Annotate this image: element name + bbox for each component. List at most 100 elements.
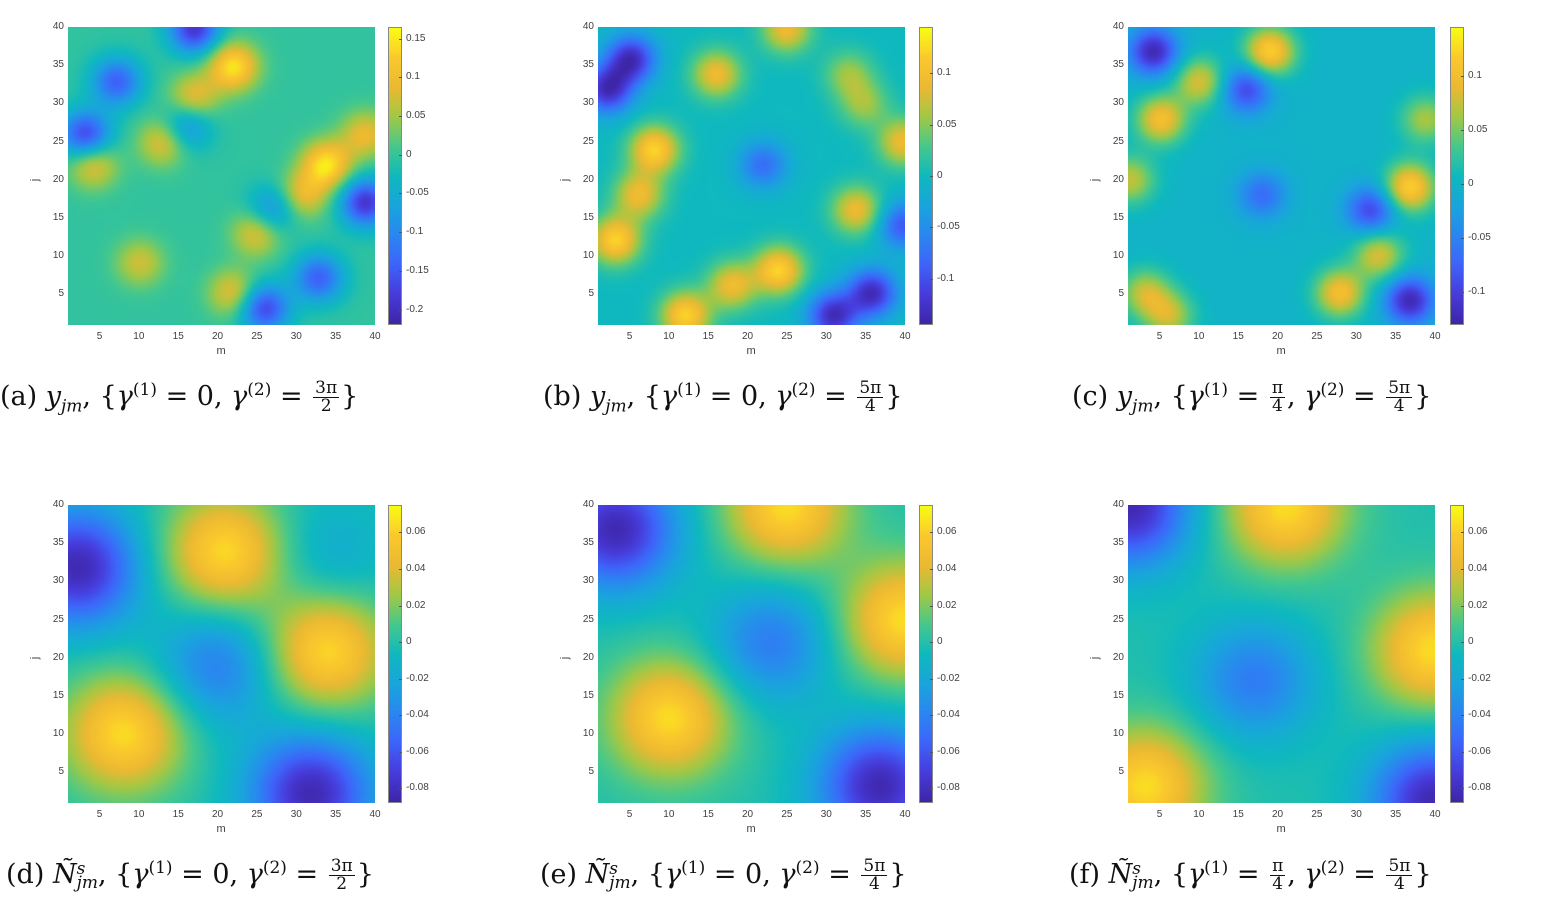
colorbar-tick-mark xyxy=(930,715,933,717)
y-tick-label: 40 xyxy=(1112,499,1124,510)
colorbar-tick-mark xyxy=(1461,605,1464,607)
colorbar-tick-mark xyxy=(1461,568,1464,570)
colorbar-tick-label: -0.06 xyxy=(406,745,429,757)
y-tick-label: 20 xyxy=(1112,173,1124,185)
y-tick-label: 30 xyxy=(582,97,594,109)
x-tick-label: 30 xyxy=(1350,809,1362,820)
colorbar-tick-mark xyxy=(930,605,933,607)
colorbar-tick-mark xyxy=(399,642,402,644)
x-tick-label: 5 xyxy=(1156,809,1163,820)
y-tick-label: 10 xyxy=(582,250,594,262)
x-tick-label: 40 xyxy=(369,331,381,342)
y-tick-label: 35 xyxy=(1112,537,1124,549)
colorbar-tick-label: -0.04 xyxy=(937,709,960,721)
y-axis-label: j xyxy=(559,178,572,182)
y-axis-label: j xyxy=(29,656,42,660)
colorbar-tick-mark xyxy=(399,751,402,753)
x-tick-label: 25 xyxy=(781,331,793,342)
y-tick-label: 35 xyxy=(582,59,594,71)
colorbar-tick-mark xyxy=(399,605,402,607)
y-tick-label: 30 xyxy=(52,97,64,109)
colorbar-tick-mark xyxy=(930,568,933,570)
x-tick-label: 5 xyxy=(626,809,633,820)
colorbar-tick-label: 0.05 xyxy=(1468,123,1488,135)
colorbar-tick-mark xyxy=(930,278,933,280)
y-tick-label: 30 xyxy=(1112,575,1124,587)
colorbar-tick-mark xyxy=(1461,75,1464,77)
x-axis-label: m xyxy=(1276,823,1286,835)
x-tick-label: 20 xyxy=(1272,331,1284,342)
colorbar-tick-mark xyxy=(1461,532,1464,534)
y-tick-label: 15 xyxy=(1112,690,1124,702)
colorbar-tick-label: 0.06 xyxy=(406,526,426,538)
y-tick-label: 40 xyxy=(1112,21,1124,32)
x-tick-label: 40 xyxy=(899,331,911,342)
colorbar-tick-mark xyxy=(399,568,402,570)
y-axis-label: j xyxy=(559,656,572,660)
colorbar-tick-label: 0 xyxy=(406,148,412,160)
colorbar-tick-mark xyxy=(399,38,402,40)
caption-b: (b) yjm, {γ(1) = 0, γ(2) = 5π 4} xyxy=(543,378,903,417)
colorbar-tick-label: -0.05 xyxy=(937,221,960,233)
colorbar-tick-mark xyxy=(399,154,402,156)
x-tick-label: 40 xyxy=(1429,331,1441,342)
x-tick-label: 15 xyxy=(1232,809,1244,820)
y-tick-label: 20 xyxy=(52,651,64,663)
y-tick-label: 15 xyxy=(1112,212,1124,224)
colorbar-tick-label: 0 xyxy=(1468,636,1474,648)
colorbar-tick-label: 0.15 xyxy=(406,32,426,44)
y-tick-label: 20 xyxy=(582,651,594,663)
x-axis-label: m xyxy=(1276,345,1286,357)
y-tick-label: 15 xyxy=(582,212,594,224)
y-tick-label: 40 xyxy=(52,499,64,510)
x-tick-label: 10 xyxy=(133,331,145,342)
x-tick-label: 40 xyxy=(899,809,911,820)
colorbar-tick-label: 0.05 xyxy=(406,110,426,121)
y-tick-label: 5 xyxy=(58,766,64,778)
colorbar-tick-mark xyxy=(930,124,933,126)
x-tick-label: 20 xyxy=(1272,809,1284,820)
y-tick-label: 30 xyxy=(582,575,594,587)
colorbar-tick-label: -0.05 xyxy=(1468,232,1491,244)
y-tick-label: 30 xyxy=(52,575,64,587)
x-tick-label: 20 xyxy=(742,809,754,820)
x-tick-label: 15 xyxy=(702,809,714,820)
y-tick-label: 10 xyxy=(1112,250,1124,262)
colorbar-tick-mark xyxy=(930,532,933,534)
colorbar-tick-label: 0.04 xyxy=(406,562,426,574)
colorbar-tick-mark xyxy=(399,532,402,534)
colorbar-tick-mark xyxy=(930,642,933,644)
x-tick-label: 10 xyxy=(663,331,675,342)
y-tick-label: 25 xyxy=(582,135,594,147)
colorbar-tick-label: 0 xyxy=(937,636,943,648)
colorbar-tick-label: 0 xyxy=(937,170,943,181)
colorbar-tick-label: -0.04 xyxy=(1468,709,1491,721)
x-tick-label: 5 xyxy=(626,331,633,342)
y-tick-label: 35 xyxy=(1112,59,1124,71)
y-tick-label: 20 xyxy=(1112,651,1124,663)
x-tick-label: 25 xyxy=(251,331,263,342)
colorbar-tick-mark xyxy=(1461,184,1464,186)
colorbar-tick-mark xyxy=(1461,788,1464,790)
y-tick-label: 10 xyxy=(52,250,64,262)
colorbar-tick-mark xyxy=(930,227,933,229)
colorbar-tick-mark xyxy=(930,751,933,753)
y-tick-label: 25 xyxy=(1112,135,1124,147)
x-tick-label: 5 xyxy=(96,331,103,342)
y-tick-label: 25 xyxy=(52,613,64,625)
colorbar-tick-label: 0 xyxy=(1468,178,1474,190)
x-tick-label: 35 xyxy=(1390,331,1402,342)
colorbar-tick-mark xyxy=(1461,238,1464,240)
y-tick-label: 5 xyxy=(588,766,594,778)
colorbar-tick-label: 0.04 xyxy=(937,562,957,574)
colorbar-tick-mark xyxy=(1461,292,1464,294)
x-tick-label: 20 xyxy=(212,331,224,342)
x-tick-label: 20 xyxy=(212,809,224,820)
colorbar-tick-mark xyxy=(1461,715,1464,717)
y-tick-label: 35 xyxy=(52,59,64,71)
x-tick-label: 5 xyxy=(96,809,103,820)
x-tick-label: 10 xyxy=(133,809,145,820)
